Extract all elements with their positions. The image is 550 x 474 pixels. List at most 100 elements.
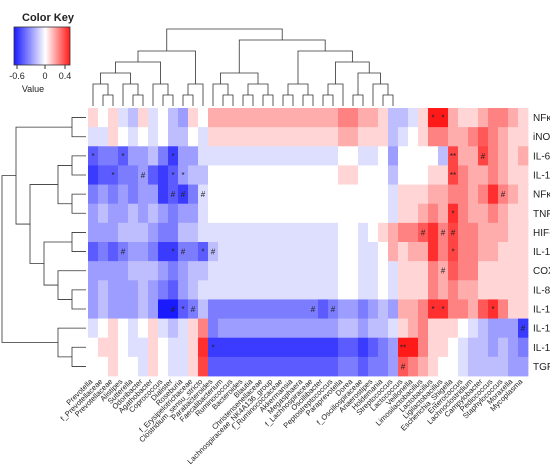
dendrogram-branch — [302, 94, 314, 106]
heatmap-cell — [408, 318, 419, 339]
heatmap-cell — [388, 222, 399, 243]
heatmap-cell — [98, 108, 109, 128]
heatmap-cell — [478, 337, 489, 358]
heatmap-cell — [168, 184, 179, 205]
heatmap-cell — [158, 203, 169, 224]
color-key-title: Color Key — [22, 12, 75, 24]
heatmap-cell — [188, 165, 199, 185]
heatmap-cell — [288, 203, 299, 224]
heatmap-cell — [468, 337, 479, 358]
heatmap-cell — [208, 356, 219, 377]
heatmap-cell — [258, 299, 269, 319]
significance-marks: * ** * * ** #* # * * **# # # #*# # ## * # * # *## * # # # * * *#* *… — [91, 114, 525, 372]
heatmap-cell — [118, 222, 129, 243]
significance-mark: # — [171, 305, 176, 314]
heatmap-cell — [418, 165, 429, 185]
significance-mark: # — [181, 190, 186, 199]
heatmap-cell — [408, 127, 419, 147]
heatmap-cell — [378, 127, 389, 147]
heatmap-cell — [248, 337, 259, 358]
heatmap-cell — [348, 184, 359, 205]
heatmap-cell — [468, 356, 479, 377]
heatmap-cell — [248, 222, 259, 243]
heatmap-cell — [358, 184, 369, 205]
heatmap-cell — [378, 184, 389, 205]
heatmap-cell — [108, 203, 119, 224]
heatmap-cell — [338, 318, 349, 339]
heatmap-cell — [518, 146, 529, 166]
heatmap-cell — [208, 146, 219, 166]
heatmap-cell — [238, 280, 249, 300]
heatmap-cell — [428, 299, 439, 319]
heatmap-cell — [278, 184, 289, 205]
heatmap-cell — [258, 280, 269, 300]
heatmap-cell — [148, 280, 159, 300]
heatmap-cell — [328, 108, 339, 128]
heatmap-cell — [368, 108, 379, 128]
heatmap-cell — [368, 356, 379, 377]
heatmap-cell — [508, 299, 519, 319]
heatmap-cell — [408, 337, 419, 358]
heatmap-cell — [458, 203, 469, 224]
heatmap-cell — [448, 184, 459, 205]
heatmap-cell — [328, 299, 339, 319]
significance-mark: # — [481, 152, 486, 161]
heatmap-cell — [128, 127, 139, 147]
heatmap-cell — [108, 184, 119, 205]
heatmap-cell — [138, 127, 149, 147]
heatmap-cell — [128, 203, 139, 224]
heatmap-cell — [448, 127, 459, 147]
heatmap-cell — [138, 108, 149, 128]
dendrogram-branch — [182, 94, 194, 106]
dendrogram-branch — [222, 94, 234, 106]
dendrogram-branch — [162, 94, 174, 106]
heatmap-cell — [348, 127, 359, 147]
heatmap-cell — [188, 337, 199, 358]
heatmap-cell — [448, 280, 459, 300]
heatmap-cell — [398, 184, 409, 205]
heatmap-cell — [398, 203, 409, 224]
heatmap-cell — [338, 203, 349, 224]
heatmap-cell — [288, 318, 299, 339]
heatmap-cell — [298, 280, 309, 300]
heatmap-cell — [108, 165, 119, 185]
dendrogram-branch — [71, 289, 86, 310]
heatmap-cell — [158, 127, 169, 147]
heatmap-cell — [228, 280, 239, 300]
heatmap-cell — [198, 261, 209, 281]
heatmap-cell — [288, 222, 299, 243]
heatmap-cell — [188, 242, 199, 262]
heatmap-cell — [248, 165, 259, 185]
dendrogram-branch — [166, 28, 283, 51]
heatmap-cell — [328, 280, 339, 300]
heatmap-cell — [178, 299, 189, 319]
heatmap-cell — [338, 299, 349, 319]
heatmap-cell — [378, 261, 389, 281]
heatmap-cell — [518, 108, 529, 128]
heatmap-cell — [438, 165, 449, 185]
heatmap-cell — [198, 299, 209, 319]
heatmap-cell — [518, 318, 529, 339]
heatmap-cell — [238, 222, 249, 243]
heatmap-cell — [428, 280, 439, 300]
heatmap-cell — [438, 356, 449, 377]
heatmap-cell — [498, 299, 509, 319]
color-key-bar — [13, 26, 71, 66]
heatmap-cell — [198, 108, 209, 128]
heatmap-cell — [208, 108, 219, 128]
dendrogram-branch — [102, 94, 114, 106]
heatmap-cell — [108, 299, 119, 319]
heatmap-cell — [318, 261, 329, 281]
heatmap-cell — [258, 108, 269, 128]
heatmap-cell — [398, 146, 409, 166]
heatmap-cell — [498, 127, 509, 147]
heatmap-cell — [298, 108, 309, 128]
heatmap-cell — [108, 242, 119, 262]
heatmap-cell — [318, 146, 329, 166]
heatmap-cell — [218, 242, 229, 262]
heatmap-cell — [158, 261, 169, 281]
column-labels: Prevotellaf_PrevotellaceaePrevotellaceae… — [59, 376, 525, 466]
row-label: IL-8 — [533, 285, 550, 296]
dendrogram-branch — [382, 94, 394, 106]
heatmap-cell — [448, 356, 459, 377]
